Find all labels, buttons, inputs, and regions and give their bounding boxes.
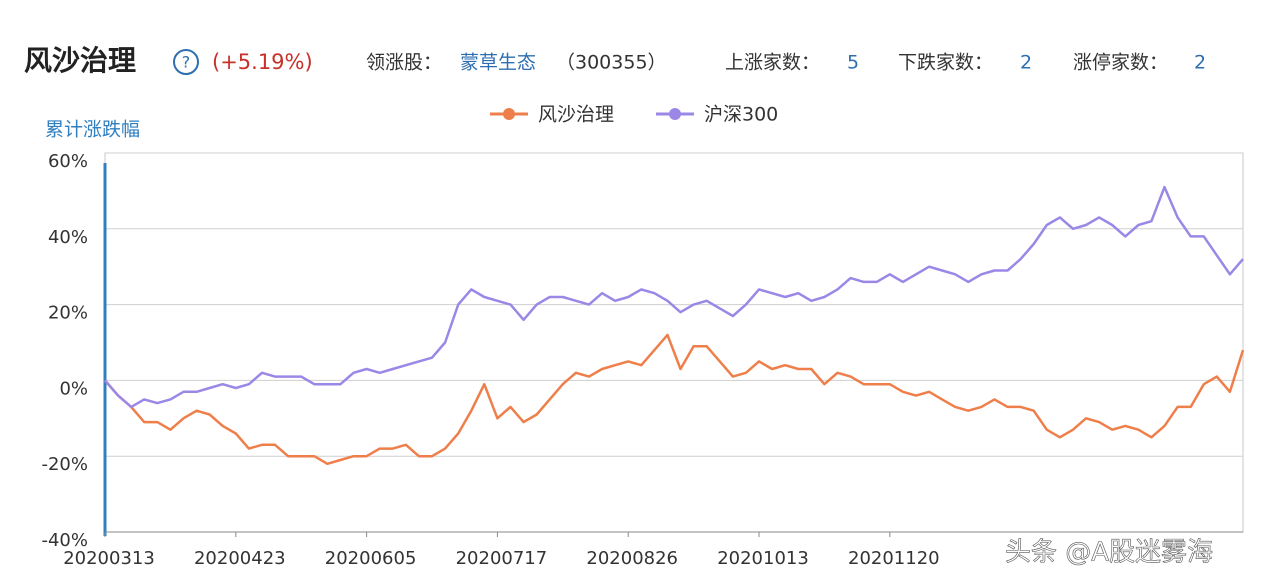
leader-code: （300355） bbox=[556, 52, 667, 74]
legend-label: 风沙治理 bbox=[538, 104, 614, 126]
y-tick-label: 0% bbox=[59, 378, 88, 399]
help-icon[interactable]: ? bbox=[173, 49, 199, 75]
x-tick-label: 20200313 bbox=[63, 548, 155, 569]
limit-count: 2 bbox=[1194, 52, 1206, 74]
legend: 风沙治理 沪深300 bbox=[490, 104, 778, 126]
series-line bbox=[104, 333, 1245, 466]
x-tick-label: 20200717 bbox=[456, 548, 548, 569]
x-tick-label: 20200826 bbox=[586, 548, 678, 569]
y-tick-label: -20% bbox=[41, 454, 88, 475]
down-label: 下跌家数： bbox=[898, 52, 993, 74]
up-count: 5 bbox=[847, 52, 859, 74]
down-count: 2 bbox=[1020, 52, 1032, 74]
legend-marker bbox=[669, 108, 681, 120]
up-label: 上涨家数： bbox=[725, 52, 820, 74]
x-tick-label: 20200423 bbox=[194, 548, 286, 569]
plot: -40% -20% 0% 20% 40% 60% 20200313 20200423 20200… bbox=[41, 151, 1245, 569]
y-tick-label: 40% bbox=[48, 227, 88, 248]
change: (+5.19%) bbox=[212, 50, 313, 74]
leader-name[interactable]: 蒙草生态 bbox=[460, 52, 536, 74]
x-tick-label: 20201013 bbox=[717, 548, 809, 569]
title: 风沙治理 bbox=[24, 44, 136, 77]
help-glyph[interactable]: ? bbox=[182, 53, 191, 72]
y-axis-title: 累计涨跌幅 bbox=[45, 119, 140, 141]
series-line bbox=[104, 185, 1244, 409]
plot-border bbox=[104, 152, 1244, 533]
y-tick-label: 20% bbox=[48, 303, 88, 324]
legend-marker bbox=[503, 108, 515, 120]
leader-label: 领涨股： bbox=[366, 52, 442, 74]
legend-label: 沪深300 bbox=[704, 104, 778, 126]
watermark: 头条 @A股迷雾海 bbox=[1005, 538, 1213, 568]
help-circle[interactable] bbox=[173, 49, 199, 75]
limit-label: 涨停家数： bbox=[1073, 52, 1168, 74]
x-tick-label: 20200605 bbox=[325, 548, 417, 569]
y-tick-label: -40% bbox=[41, 530, 88, 551]
y-tick-label: 60% bbox=[48, 151, 88, 172]
x-tick-label: 20201120 bbox=[848, 548, 940, 569]
